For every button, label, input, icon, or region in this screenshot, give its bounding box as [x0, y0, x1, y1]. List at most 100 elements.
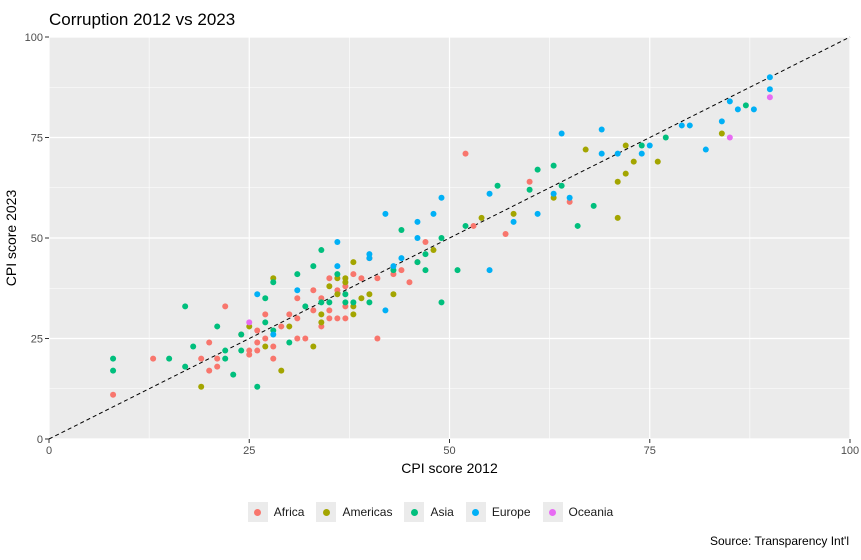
data-point-asia [230, 371, 237, 378]
data-point-asia [214, 323, 221, 330]
data-point-africa [262, 311, 269, 318]
data-point-africa [286, 311, 293, 318]
data-point-americas [630, 158, 637, 165]
data-point-americas [358, 295, 365, 302]
data-point-europe [678, 122, 685, 129]
legend-key [542, 502, 563, 522]
data-point-asia [638, 142, 645, 149]
data-point-europe [398, 255, 405, 262]
data-point-africa [206, 339, 213, 346]
legend-dot [254, 508, 262, 516]
data-point-africa [270, 355, 277, 362]
data-point-europe [382, 307, 389, 314]
data-point-europe [486, 267, 493, 274]
data-point-asia [222, 355, 229, 362]
data-point-europe [766, 74, 773, 81]
data-point-americas [326, 283, 333, 290]
data-point-americas [318, 319, 325, 326]
data-point-africa [294, 315, 301, 322]
legend-label: Europe [491, 505, 531, 519]
data-point-europe [638, 150, 645, 157]
data-point-europe [558, 130, 565, 137]
data-point-asia [286, 339, 293, 346]
data-point-africa [326, 307, 333, 314]
data-point-americas [622, 170, 629, 177]
legend: Africa Americas Asia Europe Oceania [0, 502, 861, 522]
x-tick-label: 75 [644, 445, 656, 457]
data-point-africa [502, 230, 509, 237]
x-axis-ticks: 0 25 50 75 100 [46, 439, 859, 457]
data-point-asia [318, 299, 325, 306]
data-point-asia [182, 303, 189, 310]
data-point-europe [334, 239, 341, 246]
data-point-africa [310, 307, 317, 314]
legend-dot [472, 508, 480, 516]
data-point-americas [478, 214, 485, 221]
data-point-americas [614, 178, 621, 185]
data-point-africa [470, 222, 477, 229]
y-tick-label: 100 [25, 32, 43, 44]
source-caption: Source: Transparency Int'l [709, 534, 849, 548]
data-point-asia [398, 226, 405, 233]
data-point-asia [238, 331, 245, 338]
x-tick-label: 100 [841, 445, 859, 457]
data-point-europe [486, 190, 493, 197]
data-point-asia [558, 182, 565, 189]
data-point-europe [414, 218, 421, 225]
data-point-africa [326, 275, 333, 282]
data-point-europe [550, 190, 557, 197]
legend-item-europe: Europe [465, 502, 531, 522]
y-tick-label: 75 [31, 133, 43, 145]
data-point-europe [510, 218, 517, 225]
data-point-oceania [246, 319, 253, 326]
data-point-europe [334, 263, 341, 270]
data-point-europe [766, 86, 773, 93]
legend-dot [549, 508, 557, 516]
data-points [110, 74, 773, 398]
y-tick-label: 50 [31, 233, 43, 245]
legend-dot [322, 508, 330, 516]
x-axis-label: CPI score 2012 [401, 460, 498, 476]
data-point-americas [582, 146, 589, 153]
data-point-africa [358, 275, 365, 282]
data-point-asia [222, 347, 229, 354]
data-point-americas [342, 275, 349, 282]
legend-key [465, 502, 486, 522]
data-point-asia [342, 299, 349, 306]
x-tick-label: 0 [46, 445, 52, 457]
data-point-africa [214, 355, 221, 362]
legend-label: Americas [342, 505, 393, 519]
data-point-africa [342, 315, 349, 322]
legend-item-oceania: Oceania [542, 502, 613, 522]
data-point-asia [182, 363, 189, 370]
data-point-africa [462, 150, 469, 157]
data-point-americas [286, 323, 293, 330]
data-point-africa [246, 347, 253, 354]
data-point-europe [726, 98, 733, 105]
data-point-europe [750, 106, 757, 113]
data-point-asia [294, 271, 301, 278]
data-point-africa [422, 239, 429, 246]
data-point-asia [190, 343, 197, 350]
data-point-africa [374, 335, 381, 342]
data-point-europe [686, 122, 693, 129]
data-point-asia [526, 186, 533, 193]
data-point-asia [414, 259, 421, 266]
chart-title: Corruption 2012 vs 2023 [49, 10, 236, 29]
data-point-americas [350, 259, 357, 266]
data-point-europe [566, 194, 573, 201]
data-point-americas [334, 291, 341, 298]
data-point-americas [278, 367, 285, 374]
data-point-africa [406, 279, 413, 286]
data-point-africa [294, 335, 301, 342]
data-point-africa [398, 267, 405, 274]
data-point-africa [198, 355, 205, 362]
data-point-asia [494, 182, 501, 189]
data-point-asia [166, 355, 173, 362]
data-point-asia [662, 134, 669, 141]
data-point-americas [510, 210, 517, 217]
data-point-asia [110, 367, 117, 374]
data-point-africa [270, 343, 277, 350]
data-point-asia [454, 267, 461, 274]
data-point-asia [326, 299, 333, 306]
